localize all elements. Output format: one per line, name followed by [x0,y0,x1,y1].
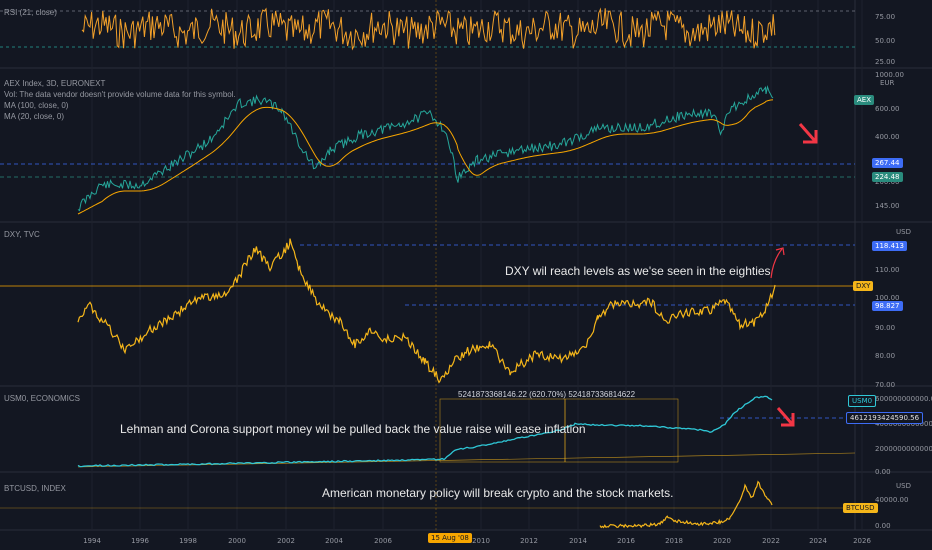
time-axis-label: 2004 [325,537,343,545]
time-axis-label: 1996 [131,537,149,545]
price-axis-label: 200.00 [875,178,900,186]
rsi-pane-title: RSI (21, close) [4,8,57,17]
aex-ma20-label: MA (20, close, 0) [4,112,65,121]
time-axis-label: 2006 [374,537,392,545]
price-axis-label: 90.00 [875,324,895,332]
dxy-currency: USD [896,228,911,236]
aex-level2-badge: 224.48 [872,172,903,182]
btc-line [599,480,773,529]
arrow-down-right-icon [798,123,818,144]
usm0-pane-title: USM0, ECONOMICS [4,394,81,403]
price-axis-label: 4000000000000.00 [875,420,932,428]
usm0-trend-line [77,452,856,468]
aex-price-line [77,85,774,212]
price-axis-label: 75.00 [875,13,895,21]
time-highlight-badge: 15 Aug '08 [428,533,472,543]
price-axis-label: 1000.00 [875,71,904,79]
time-axis-label: 2014 [569,537,587,545]
btc-annotation: American monetary policy will break cryp… [322,486,674,500]
usm0-measure-box [439,398,679,463]
price-axis-label: 145.00 [875,202,900,210]
time-axis-label: 2018 [665,537,683,545]
dxy-level-badge: 118.413 [872,241,907,251]
aex-level1-badge: 267.44 [872,158,903,168]
price-axis-label: 50.00 [875,37,895,45]
dxy-line [77,238,776,384]
aex-ma-line [77,99,773,215]
price-axis-label: 600.00 [875,105,900,113]
price-axis-label: 25.00 [875,58,895,66]
price-axis-label: 110.00 [875,266,900,274]
aex-ma100-label: MA (100, close, 0) [4,101,69,110]
time-axis-label: 2022 [762,537,780,545]
usm0-line [77,395,773,468]
aex-pane-title: AEX Index, 3D, EURONEXT [4,79,106,88]
dxy-annotation: DXY wil reach levels as we'se seen in th… [505,264,771,278]
time-axis-label: 2000 [228,537,246,545]
price-axis-label: 2000000000000.00 [875,445,932,453]
usm0-measure-label: 5241873368146.22 (620.70%) 5241873368146… [458,390,636,399]
time-axis-label: 1994 [83,537,101,545]
btc-currency: USD [896,482,911,490]
time-axis-label: 2016 [617,537,635,545]
price-axis-label: 40000.00 [875,496,908,504]
time-axis-label: 2002 [277,537,295,545]
dxy-level2-badge: 98.827 [872,301,903,311]
time-axis-label: 2020 [713,537,731,545]
price-axis-label: 600000000000.00 [875,395,932,403]
dxy-symbol-badge: DXY [853,281,874,291]
time-axis-label: 2012 [520,537,538,545]
btc-symbol-badge: BTCUSD [843,503,878,513]
usm0-symbol-badge: USM0 [848,395,877,407]
btc-pane-title: BTCUSD, INDEX [4,484,66,493]
aex-currency: EUR [880,79,895,87]
time-axis-label: 1998 [179,537,197,545]
time-axis-label: 2010 [472,537,490,545]
time-axis-label: 2026 [853,537,871,545]
usm0-annotation: Lehman and Corona support money wil be p… [120,422,586,436]
aex-vol-note: Vol: The data vendor doesn't provide vol… [4,90,236,99]
time-axis-label: 2024 [809,537,827,545]
price-axis-label: 400.00 [875,133,900,141]
aex-symbol-badge: AEX [854,95,875,105]
price-axis-label: 100.00 [875,294,900,302]
price-axis-label: 80.00 [875,352,895,360]
arrow-up-right-icon [770,247,785,279]
usm0-level-badge: 4612193424590.56 [846,412,924,424]
price-axis-label: 0.00 [875,468,891,476]
dxy-pane-title: DXY, TVC [4,230,40,239]
arrow-down-right-icon [776,407,795,427]
price-axis-label: 70.00 [875,381,895,389]
rsi-line [81,7,776,51]
price-axis-label: 0.00 [875,522,891,530]
